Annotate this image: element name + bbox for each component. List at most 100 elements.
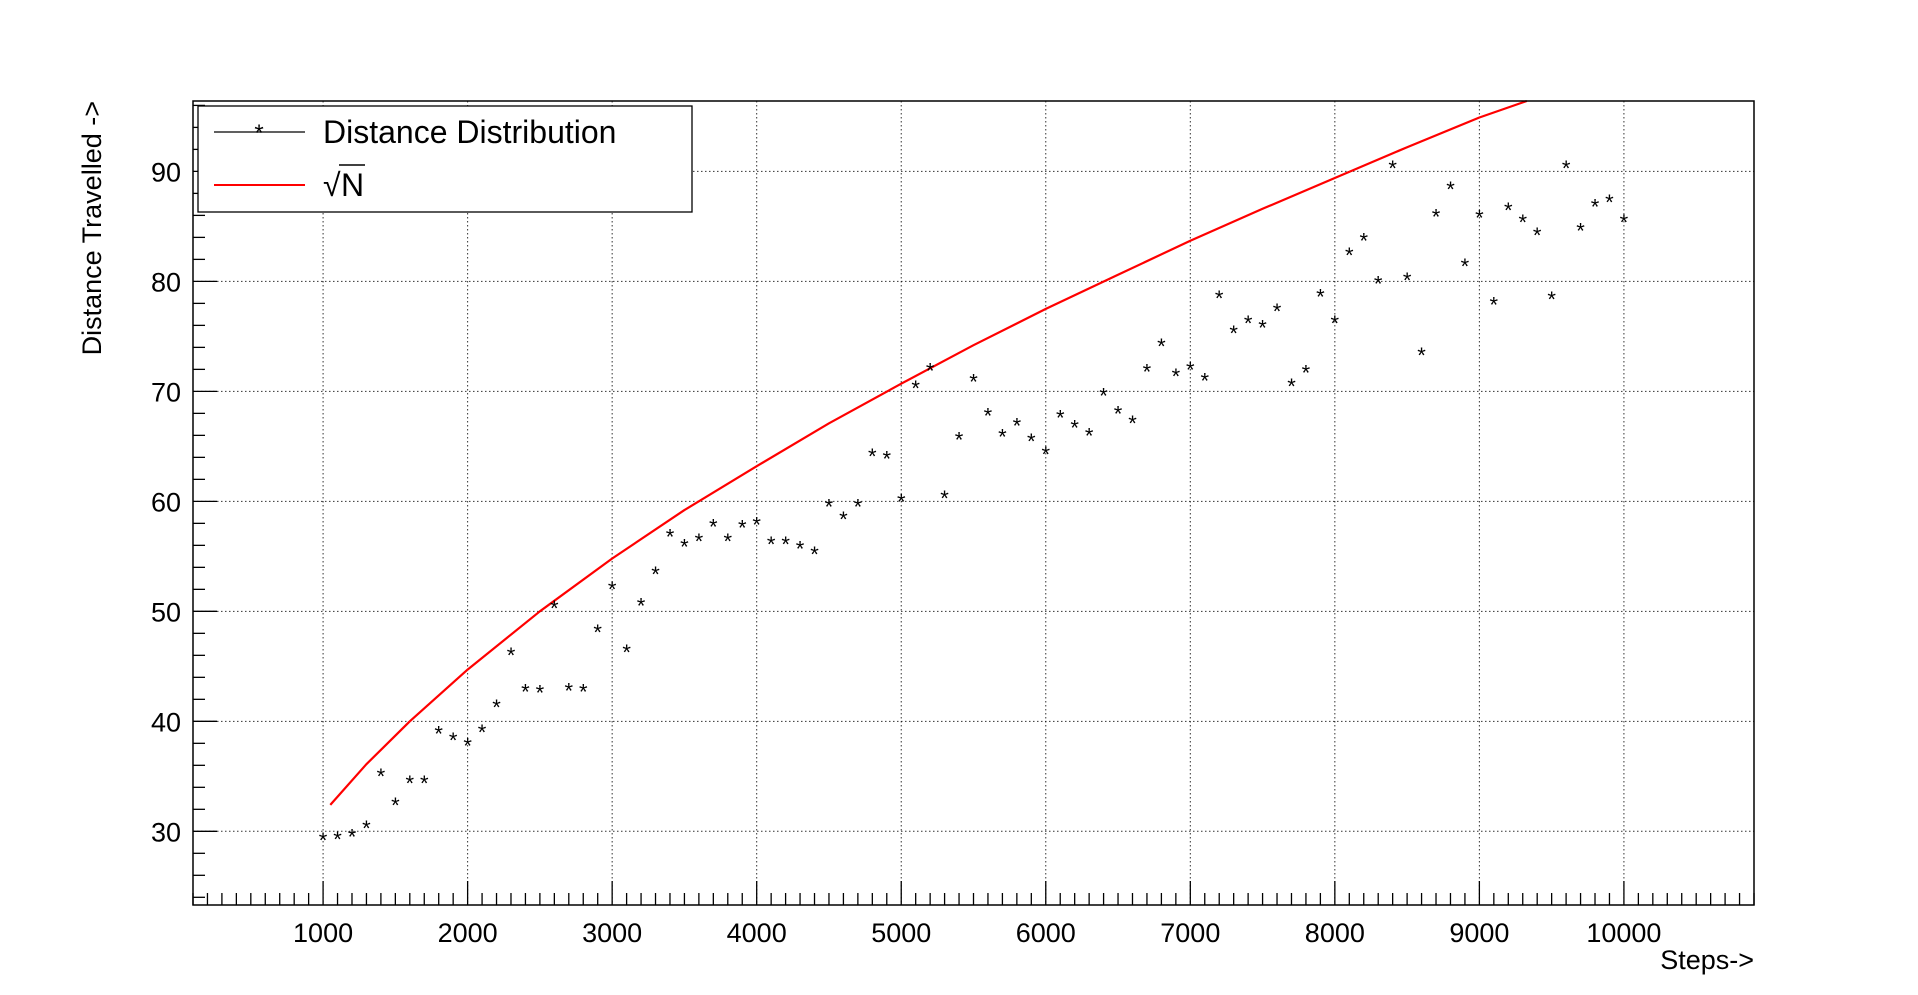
data-point: * (1128, 411, 1137, 436)
x-tick-label: 5000 (871, 918, 931, 948)
data-point: * (1605, 190, 1614, 215)
y-tick-label: 80 (151, 267, 181, 297)
data-point: * (1143, 359, 1152, 384)
data-point: * (622, 640, 631, 665)
data-point: * (984, 403, 993, 428)
data-point: * (1331, 311, 1340, 336)
data-point: * (550, 596, 559, 621)
y-tick-label: 50 (151, 597, 181, 627)
data-point: * (1027, 429, 1036, 454)
data-point: * (767, 532, 776, 557)
data-point: * (449, 728, 458, 753)
data-point: * (796, 537, 805, 562)
data-point: * (319, 828, 328, 853)
data-point: * (926, 358, 935, 383)
x-tick-label: 6000 (1016, 918, 1076, 948)
data-point: * (1244, 311, 1253, 336)
data-point: * (1215, 286, 1224, 311)
data-point: * (1041, 442, 1050, 467)
data-point: * (1504, 198, 1513, 223)
data-point: * (651, 562, 660, 587)
data-point: * (1518, 210, 1527, 235)
data-point: * (593, 620, 602, 645)
data-point: * (1461, 254, 1470, 279)
x-tick-label: 9000 (1449, 918, 1509, 948)
data-point: * (536, 681, 545, 706)
sqrt-n-curve (329, 99, 1528, 806)
data-point: * (1085, 423, 1094, 448)
y-tick-label: 60 (151, 487, 181, 517)
data-point: * (478, 720, 487, 745)
data-point: * (1316, 285, 1325, 310)
data-point: * (406, 771, 415, 796)
data-point: * (1302, 361, 1311, 386)
data-point: * (969, 369, 978, 394)
data-point: * (1475, 205, 1484, 230)
data-point: * (897, 489, 906, 514)
legend: * Distance Distribution √ N (197, 105, 693, 213)
data-point: * (1620, 210, 1629, 235)
data-point: * (420, 771, 429, 796)
data-point: * (1359, 229, 1368, 254)
y-axis-title: Distance Travelled -> (77, 101, 107, 355)
data-point: * (507, 643, 516, 668)
data-point: * (1388, 156, 1397, 181)
data-point: * (1099, 384, 1108, 409)
x-axis-title: Steps-> (1660, 945, 1754, 975)
data-point: * (666, 524, 675, 549)
data-point: * (1157, 334, 1166, 359)
legend-marker-star: * (254, 120, 263, 147)
data-point: * (1576, 219, 1585, 244)
data-point: * (1200, 368, 1209, 393)
data-point: * (1403, 268, 1412, 293)
data-point: * (1547, 287, 1556, 312)
data-point: * (1533, 223, 1542, 248)
data-point: * (1070, 416, 1079, 441)
data-point: * (1417, 343, 1426, 368)
y-tick-label: 90 (151, 157, 181, 187)
data-point: * (579, 680, 588, 705)
data-point: * (1591, 194, 1600, 219)
data-point: * (521, 680, 530, 705)
x-tick-label: 7000 (1160, 918, 1220, 948)
legend-label-sqrt: N (341, 167, 364, 203)
data-point: * (854, 495, 863, 520)
plot-frame (192, 100, 1755, 906)
data-point: * (492, 695, 501, 720)
data-point: * (565, 678, 574, 703)
data-point: * (825, 495, 834, 520)
data-point: * (391, 793, 400, 818)
line-layer (329, 99, 1528, 806)
data-point: * (724, 529, 733, 554)
x-tick-label: 2000 (438, 918, 498, 948)
data-point: * (1490, 292, 1499, 317)
data-point: * (940, 486, 949, 511)
data-point: * (463, 733, 472, 758)
data-point: * (1432, 204, 1441, 229)
data-point: * (1056, 406, 1065, 431)
data-point: * (608, 577, 617, 602)
data-point: * (998, 424, 1007, 449)
data-point: * (637, 594, 646, 619)
data-point: * (1229, 321, 1238, 346)
x-tick-label: 8000 (1305, 918, 1365, 948)
data-point: * (1114, 401, 1123, 426)
x-tick-label: 4000 (727, 918, 787, 948)
data-point: * (839, 507, 848, 532)
legend-label-distance: Distance Distribution (323, 114, 616, 150)
legend-box (197, 105, 693, 213)
data-point: * (1013, 413, 1022, 438)
data-point: * (752, 512, 761, 537)
data-point: * (1374, 271, 1383, 296)
data-point: * (882, 446, 891, 471)
y-tick-label: 70 (151, 377, 181, 407)
data-point: * (333, 827, 342, 852)
data-point: * (695, 529, 704, 554)
x-tick-label: 10000 (1586, 918, 1661, 948)
data-point: * (1186, 357, 1195, 382)
data-point: * (1345, 243, 1354, 268)
data-point: * (348, 825, 357, 850)
data-point: * (377, 764, 386, 789)
